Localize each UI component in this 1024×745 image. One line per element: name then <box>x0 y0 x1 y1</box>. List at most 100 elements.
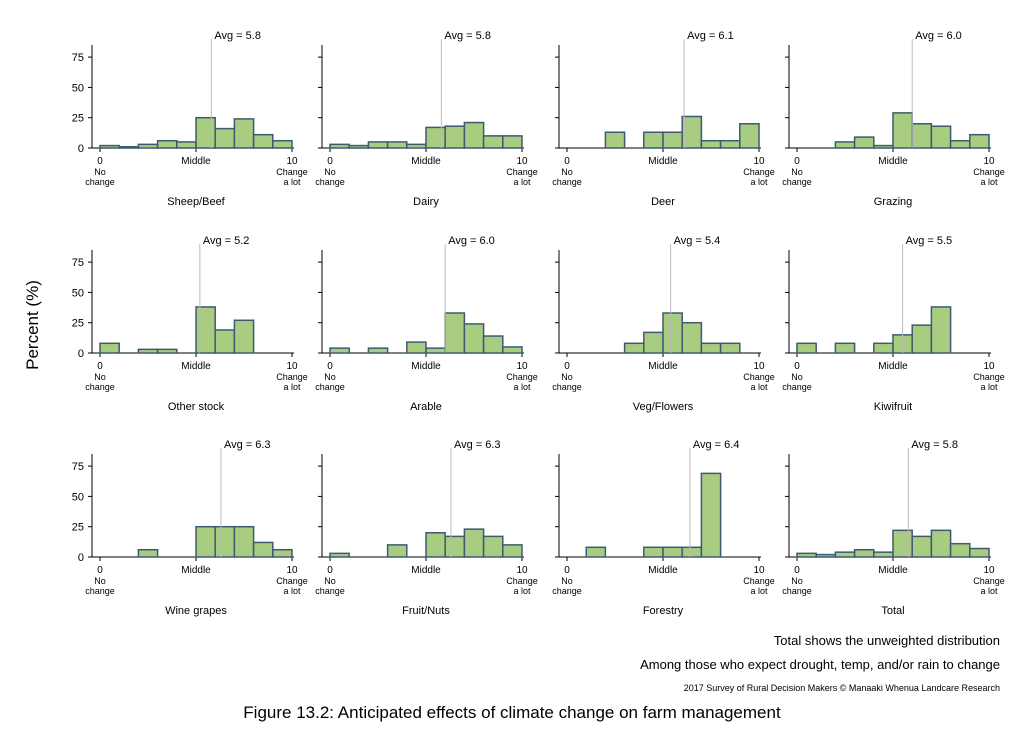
x-right-note: a lot <box>750 586 768 596</box>
bar-wine-grapes <box>137 548 159 558</box>
bar-deer <box>643 131 664 149</box>
bar-veg-flowers <box>662 312 683 354</box>
x-left-note: change <box>85 382 115 392</box>
bar-arable <box>444 312 466 354</box>
x-left-note: change <box>782 177 812 187</box>
bar-grazing <box>873 144 894 149</box>
x-tick-label: 0 <box>97 361 103 372</box>
bar-dairy <box>502 135 523 149</box>
x-right-note: a lot <box>513 586 531 596</box>
bar-sheep-beef <box>252 133 274 149</box>
x-left-note: No <box>791 372 803 382</box>
x-right-note: Change <box>743 576 775 586</box>
x-tick-label: 0 <box>97 565 103 576</box>
x-left-note: No <box>791 167 803 177</box>
y-tick-label: 25 <box>72 318 84 330</box>
x-tick-label: 10 <box>286 565 298 576</box>
figure-caption: Figure 13.2: Anticipated effects of clim… <box>243 703 781 722</box>
bar-kiwifruit <box>873 342 894 354</box>
bar-kiwifruit <box>930 306 952 354</box>
avg-label-dairy: Avg = 5.8 <box>444 30 491 42</box>
source-credit: 2017 Survey of Rural Decision Makers © M… <box>683 683 1000 693</box>
x-left-note: No <box>324 372 336 382</box>
x-tick-label: 0 <box>564 565 570 576</box>
x-right-note: a lot <box>980 382 998 392</box>
x-right-note: Change <box>973 372 1005 382</box>
panel-title-total: Total <box>881 605 904 617</box>
panel-title-sheep-beef: Sheep/Beef <box>167 196 225 208</box>
bar-arable <box>329 347 350 354</box>
x-tick-label: Middle <box>648 361 678 372</box>
x-left-note: No <box>94 372 106 382</box>
bar-fruit-nuts <box>463 528 485 558</box>
bar-fruit-nuts <box>482 535 504 558</box>
x-right-note: Change <box>276 576 308 586</box>
x-tick-label: 0 <box>327 361 333 372</box>
bar-fruit-nuts <box>425 532 446 558</box>
y-tick-label: 25 <box>72 113 84 125</box>
y-tick-label: 0 <box>78 143 84 155</box>
x-tick-label: 0 <box>327 156 333 167</box>
x-tick-label: 10 <box>983 565 995 576</box>
bar-wine-grapes <box>252 541 274 558</box>
bar-fruit-nuts <box>502 544 523 558</box>
x-tick-label: 0 <box>794 565 800 576</box>
bar-dairy <box>348 144 370 149</box>
bar-kiwifruit <box>911 324 933 354</box>
avg-label-kiwifruit: Avg = 5.5 <box>906 235 953 247</box>
x-tick-label: 10 <box>753 156 765 167</box>
bar-grazing <box>911 123 933 149</box>
bar-arable <box>463 323 485 354</box>
bar-total <box>892 529 913 558</box>
y-tick-label: 25 <box>72 522 84 534</box>
avg-label-wine-grapes: Avg = 6.3 <box>224 439 271 451</box>
x-left-note: change <box>552 586 582 596</box>
x-tick-label: Middle <box>411 565 441 576</box>
bar-total <box>949 542 971 558</box>
bar-sheep-beef <box>118 146 140 149</box>
x-left-note: No <box>94 167 106 177</box>
bar-deer <box>681 115 703 149</box>
avg-label-veg-flowers: Avg = 5.4 <box>674 235 721 247</box>
avg-label-forestry: Avg = 6.4 <box>693 439 740 451</box>
x-tick-label: Middle <box>181 565 211 576</box>
x-left-note: change <box>315 586 345 596</box>
avg-label-total: Avg = 5.8 <box>911 439 958 451</box>
x-tick-label: 10 <box>753 565 765 576</box>
bar-total <box>796 552 817 558</box>
bar-other-stock <box>214 329 236 354</box>
x-right-note: a lot <box>283 382 301 392</box>
x-right-note: a lot <box>513 382 531 392</box>
x-right-note: a lot <box>750 177 768 187</box>
y-tick-label: 0 <box>78 552 84 564</box>
bar-forestry <box>643 546 664 558</box>
bar-wine-grapes <box>233 525 255 558</box>
x-left-note: change <box>782 586 812 596</box>
bar-total <box>969 547 990 558</box>
x-tick-label: Middle <box>648 156 678 167</box>
bar-dairy <box>444 125 466 149</box>
bar-veg-flowers <box>719 342 741 354</box>
bar-arable <box>406 341 427 354</box>
x-tick-label: Middle <box>411 361 441 372</box>
bar-veg-flowers <box>681 321 703 354</box>
bar-sheep-beef <box>195 116 216 149</box>
x-right-note: a lot <box>980 586 998 596</box>
avg-label-fruit-nuts: Avg = 6.3 <box>454 439 501 451</box>
x-tick-label: 0 <box>794 361 800 372</box>
bar-wine-grapes <box>195 525 216 558</box>
x-tick-label: Middle <box>878 156 908 167</box>
y-tick-label: 75 <box>72 52 84 64</box>
bar-grazing <box>969 133 990 149</box>
bar-total <box>834 551 856 558</box>
x-right-note: a lot <box>283 177 301 187</box>
x-left-note: change <box>552 382 582 392</box>
x-left-note: change <box>315 382 345 392</box>
x-tick-label: 10 <box>516 156 528 167</box>
bar-grazing <box>930 125 952 149</box>
panel-title-other-stock: Other stock <box>168 401 225 413</box>
bar-total <box>911 535 933 558</box>
bar-deer <box>662 131 683 149</box>
x-tick-label: 0 <box>327 565 333 576</box>
